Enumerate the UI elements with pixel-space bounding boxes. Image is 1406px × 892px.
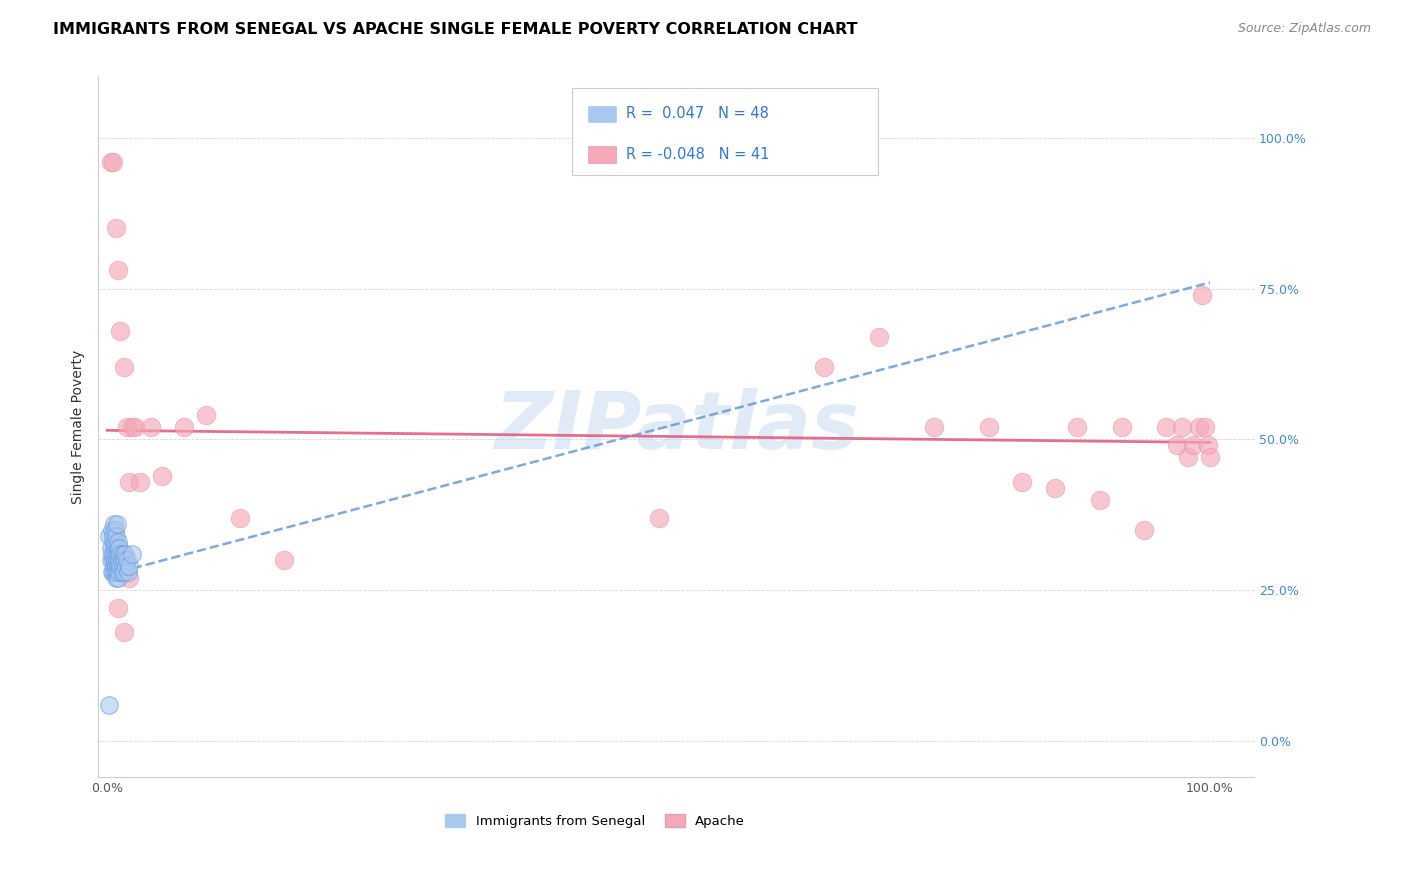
Point (107, 263, 129, 277)
Point (105, 529, 128, 543)
Point (114, 547, 136, 561)
Point (101, 529, 124, 543)
Point (1182, 438, 1205, 452)
Point (922, 420, 945, 434)
Point (813, 359, 835, 374)
Text: Source: ZipAtlas.com: Source: ZipAtlas.com (1237, 22, 1371, 36)
Point (1011, 475, 1033, 489)
Point (105, 559, 128, 574)
Point (124, 420, 146, 434)
Point (1171, 420, 1194, 434)
Point (100, 565, 122, 579)
Point (105, 565, 128, 579)
Point (107, 547, 129, 561)
Point (1194, 420, 1216, 434)
Point (108, 541, 131, 555)
Point (103, 547, 125, 561)
Point (1197, 438, 1219, 452)
Point (1088, 492, 1111, 507)
Point (98, 529, 121, 543)
Point (103, 541, 125, 555)
Point (115, 420, 138, 434)
Point (111, 547, 134, 561)
Point (868, 330, 890, 344)
Point (107, 535, 129, 549)
Point (115, 553, 138, 567)
Point (110, 559, 132, 574)
Point (104, 535, 127, 549)
Point (108, 565, 131, 579)
Point (112, 359, 135, 374)
Point (1166, 438, 1188, 452)
Point (647, 510, 669, 524)
Point (105, 553, 128, 567)
Point (107, 559, 129, 574)
Point (121, 547, 143, 561)
Point (118, 559, 141, 574)
Point (110, 553, 132, 567)
Point (101, 154, 124, 169)
Y-axis label: Single Female Poverty: Single Female Poverty (72, 351, 86, 505)
Point (104, 523, 127, 537)
Point (1154, 420, 1177, 434)
Point (110, 324, 132, 338)
Point (101, 535, 124, 549)
Point (118, 571, 141, 585)
Point (1177, 450, 1199, 465)
Point (105, 541, 128, 555)
Point (115, 559, 138, 574)
Point (104, 553, 127, 567)
Point (112, 625, 135, 640)
Text: IMMIGRANTS FROM SENEGAL VS APACHE SINGLE FEMALE POVERTY CORRELATION CHART: IMMIGRANTS FROM SENEGAL VS APACHE SINGLE… (53, 22, 858, 37)
Text: R =  0.047   N = 48: R = 0.047 N = 48 (627, 106, 769, 121)
Point (111, 559, 134, 574)
Point (112, 553, 135, 567)
Point (141, 420, 163, 434)
Point (100, 523, 122, 537)
Point (100, 541, 122, 555)
Point (100, 154, 122, 169)
Point (1132, 523, 1154, 537)
Point (117, 565, 139, 579)
Point (107, 601, 129, 615)
Point (101, 553, 124, 567)
Point (1066, 420, 1088, 434)
FancyBboxPatch shape (572, 88, 879, 176)
Point (150, 468, 173, 483)
Point (105, 547, 128, 561)
Point (195, 409, 218, 423)
Point (101, 565, 124, 579)
Point (100, 553, 122, 567)
Point (173, 420, 195, 434)
Point (110, 565, 132, 579)
Text: ZIPatlas: ZIPatlas (494, 388, 859, 467)
Point (100, 547, 122, 561)
Point (108, 553, 131, 567)
Point (103, 559, 125, 574)
Point (129, 475, 152, 489)
FancyBboxPatch shape (588, 145, 616, 162)
Point (979, 420, 1001, 434)
FancyBboxPatch shape (588, 105, 616, 122)
Point (1111, 420, 1133, 434)
Point (107, 571, 129, 585)
Legend: Immigrants from Senegal, Apache: Immigrants from Senegal, Apache (440, 809, 751, 833)
Point (273, 553, 295, 567)
Point (105, 571, 128, 585)
Point (118, 475, 141, 489)
Point (104, 565, 127, 579)
Point (105, 516, 128, 531)
Point (1188, 420, 1211, 434)
Point (1045, 481, 1067, 495)
Text: R = -0.048   N = 41: R = -0.048 N = 41 (627, 146, 770, 161)
Point (121, 420, 143, 434)
Point (98, 698, 121, 712)
Point (1191, 287, 1213, 301)
Point (228, 510, 250, 524)
Point (112, 565, 135, 579)
Point (103, 516, 125, 531)
Point (105, 221, 128, 235)
Point (110, 547, 132, 561)
Point (1198, 450, 1220, 465)
